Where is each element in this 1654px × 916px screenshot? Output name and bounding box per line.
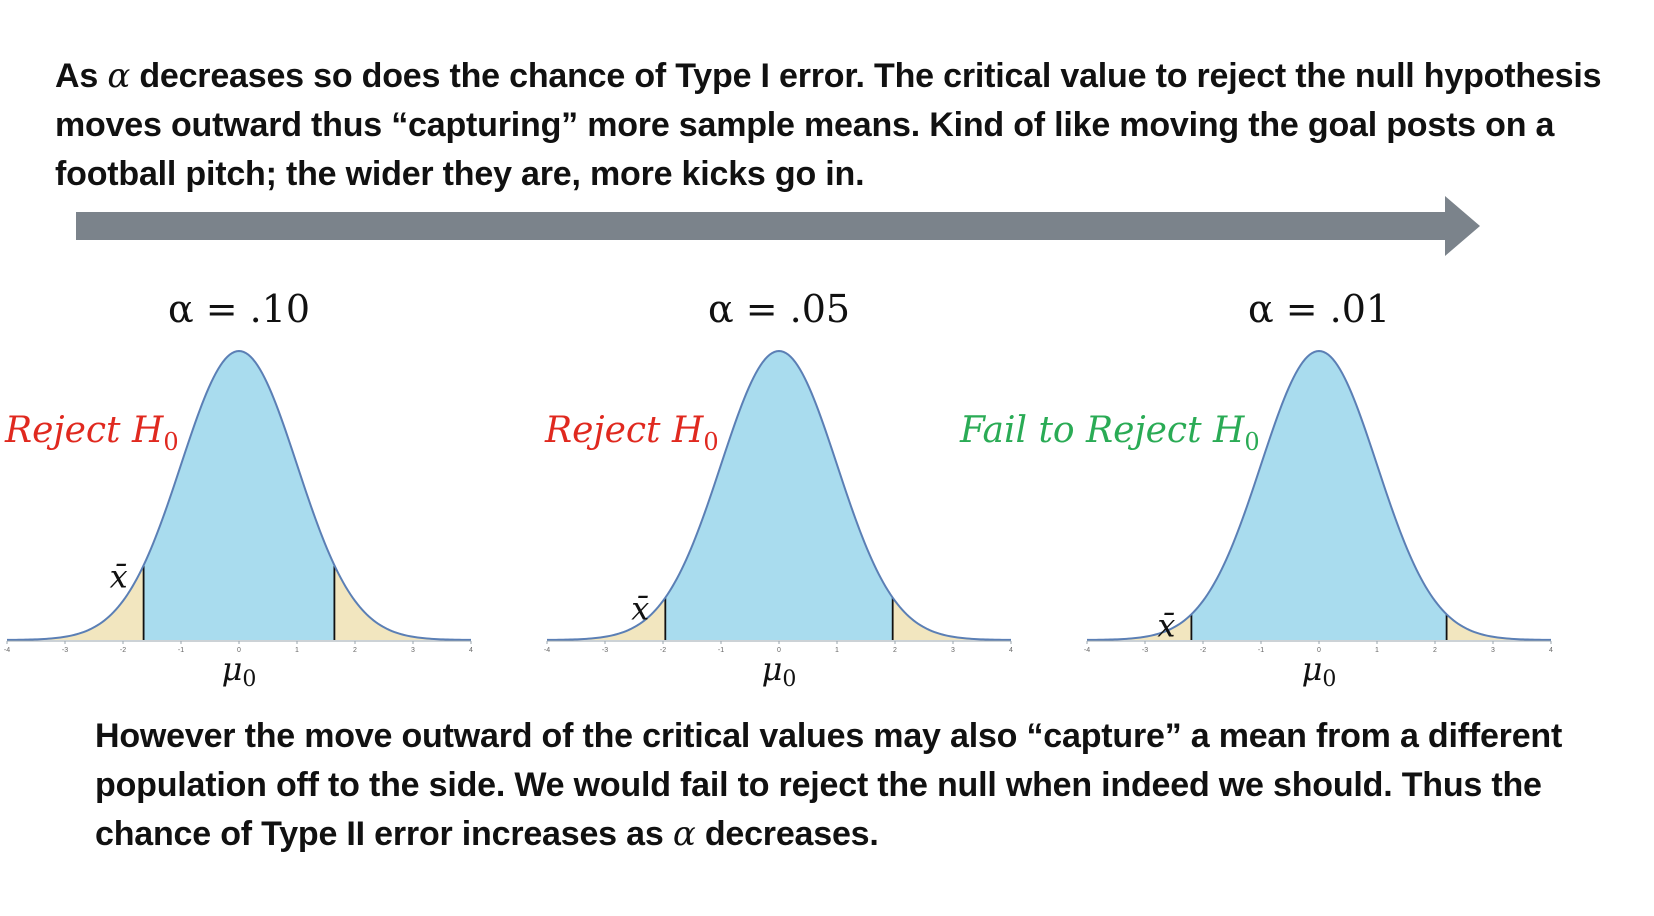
direction-arrow bbox=[76, 196, 1480, 256]
tick-label: 2 bbox=[893, 647, 897, 654]
tick-label: 2 bbox=[1433, 647, 1437, 654]
acceptance-region bbox=[665, 351, 893, 640]
verdict-subscript: 0 bbox=[163, 428, 178, 456]
verdict-subscript: 0 bbox=[1244, 428, 1259, 456]
verdict-label: Fail to Reject H0 bbox=[959, 410, 1260, 456]
acceptance-region bbox=[1191, 351, 1447, 640]
tick-label: 1 bbox=[1375, 647, 1379, 654]
normal-curve-chart: α = .01 -4 -3 -2 -1 0 1 2 3 4 μ0 x̄ Fail to Reject H… bbox=[959, 287, 1553, 692]
tick-label: -2 bbox=[660, 647, 666, 654]
mean-subscript: 0 bbox=[1322, 667, 1336, 692]
tick-label: -2 bbox=[120, 647, 126, 654]
left-tail-region bbox=[1087, 614, 1192, 640]
left-tail-region bbox=[7, 565, 144, 640]
population-mean-label: μ0 bbox=[222, 650, 257, 692]
acceptance-region bbox=[143, 351, 335, 640]
density-curve bbox=[546, 349, 1012, 641]
tick-label: -1 bbox=[178, 647, 184, 654]
outro-text: However the move outward of the critical… bbox=[95, 717, 1563, 853]
tick-label: 1 bbox=[835, 647, 839, 654]
density-curve bbox=[6, 349, 472, 641]
mean-subscript: 0 bbox=[242, 667, 256, 692]
tick-label: -3 bbox=[602, 647, 608, 654]
tick-label: -4 bbox=[4, 647, 10, 654]
alpha-label: α = .01 bbox=[1248, 287, 1390, 331]
arrow-shape bbox=[76, 196, 1480, 256]
tick-label: -3 bbox=[62, 647, 68, 654]
tick-label: 4 bbox=[1009, 647, 1013, 654]
tick-label: 3 bbox=[1491, 647, 1495, 654]
right-tail-region bbox=[892, 597, 1011, 640]
panel-alpha-01: α = .01 -4 -3 -2 -1 0 1 2 3 4 μ0 x̄ Fail to Reject H… bbox=[959, 270, 1620, 710]
tick-label: -4 bbox=[1084, 647, 1090, 654]
intro-paragraph: As α decreases so does the chance of Typ… bbox=[55, 52, 1615, 199]
tick-label: 0 bbox=[1317, 647, 1321, 654]
tick-label: 3 bbox=[951, 647, 955, 654]
density-curve bbox=[1086, 349, 1552, 641]
tick-label: -1 bbox=[718, 647, 724, 654]
verdict-subscript: 0 bbox=[703, 428, 718, 456]
panel-alpha-05: α = .05 -4 -3 -2 -1 0 1 2 3 4 μ0 x̄ Reject H0 bbox=[540, 270, 1080, 710]
panel-alpha-10: α = .10 -4 -3 -2 -1 0 1 2 3 4 μ0 x̄ Reject H0 bbox=[0, 270, 540, 710]
tick-label: 4 bbox=[469, 647, 473, 654]
outro-suffix: decreases. bbox=[695, 815, 879, 853]
tick-label: 0 bbox=[237, 647, 241, 654]
verdict-label: Reject H0 bbox=[4, 410, 179, 456]
tick-label: 3 bbox=[411, 647, 415, 654]
normal-curve-chart: α = .05 -4 -3 -2 -1 0 1 2 3 4 μ0 x̄ Reject H0 bbox=[544, 287, 1013, 692]
outro-paragraph: However the move outward of the critical… bbox=[95, 712, 1635, 859]
alpha-label: α = .05 bbox=[708, 287, 850, 331]
left-tail-region bbox=[547, 597, 666, 640]
tick-label: 4 bbox=[1549, 647, 1553, 654]
mean-subscript: 0 bbox=[782, 667, 796, 692]
intro-text: decreases so does the chance of Type I e… bbox=[55, 57, 1602, 193]
tick-label: -2 bbox=[1200, 647, 1206, 654]
sample-mean-label: x̄ bbox=[1157, 606, 1175, 644]
intro-prefix: As bbox=[55, 57, 108, 95]
sample-mean-label: x̄ bbox=[631, 590, 649, 628]
tick-label: 1 bbox=[295, 647, 299, 654]
tick-label: 2 bbox=[353, 647, 357, 654]
tick-label: -1 bbox=[1258, 647, 1264, 654]
alpha-symbol: α bbox=[672, 814, 696, 854]
sample-mean-label: x̄ bbox=[110, 557, 128, 595]
verdict-label: Reject H0 bbox=[544, 410, 719, 456]
population-mean-label: μ0 bbox=[1302, 650, 1337, 692]
alpha-label: α = .10 bbox=[168, 287, 310, 331]
right-tail-region bbox=[334, 565, 471, 640]
population-mean-label: μ0 bbox=[762, 650, 797, 692]
normal-curve-chart: α = .10 -4 -3 -2 -1 0 1 2 3 4 μ0 x̄ Reject H0 bbox=[4, 287, 473, 692]
alpha-symbol: α bbox=[107, 56, 131, 96]
tick-label: -3 bbox=[1142, 647, 1148, 654]
right-tail-region bbox=[1446, 614, 1551, 640]
tick-label: 0 bbox=[777, 647, 781, 654]
tick-label: -4 bbox=[544, 647, 550, 654]
